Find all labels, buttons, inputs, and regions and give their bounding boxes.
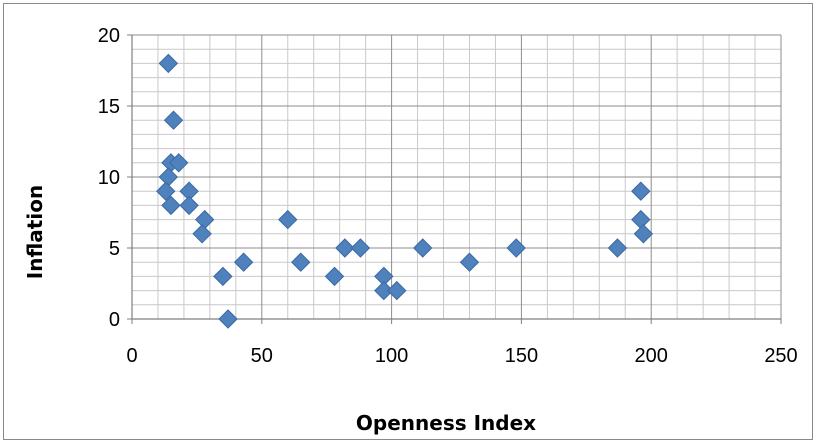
x-tick-labels: 0 50 100 150 200 250 — [126, 345, 797, 367]
x-axis-title: Openness Index — [356, 411, 536, 435]
data-point — [631, 209, 651, 230]
data-point — [607, 238, 628, 258]
data-point — [324, 266, 345, 287]
x-tick-label: 150 — [505, 345, 538, 367]
y-tick-label: 15 — [98, 96, 120, 118]
major-gridlines — [132, 34, 782, 319]
data-point — [291, 252, 311, 272]
data-point — [213, 266, 233, 287]
data-point — [233, 252, 254, 272]
data-point — [387, 280, 407, 301]
y-tick-labels: 0 5 10 15 20 — [98, 25, 120, 331]
x-tick-label: 0 — [126, 345, 137, 367]
data-point — [350, 238, 371, 258]
data-point — [374, 280, 394, 301]
data-point — [278, 209, 298, 230]
y-tick-label: 0 — [109, 309, 120, 331]
data-point — [161, 195, 181, 216]
data-point — [335, 238, 355, 258]
y-tick-label: 5 — [109, 238, 120, 260]
x-tick-label: 50 — [251, 345, 273, 367]
chart-frame — [3, 3, 813, 440]
data-point — [163, 110, 184, 130]
data-point — [179, 195, 199, 216]
data-point — [218, 309, 238, 329]
data-point — [194, 209, 215, 230]
data-point — [631, 181, 651, 201]
x-tick-label: 250 — [764, 345, 797, 367]
axes — [127, 34, 782, 324]
x-tick-label: 100 — [375, 345, 408, 367]
data-point — [158, 53, 179, 74]
y-tick-label: 20 — [98, 25, 120, 47]
data-point — [156, 181, 176, 201]
data-point — [158, 167, 179, 187]
data-point — [459, 252, 480, 272]
data-point — [192, 224, 212, 244]
data-points — [156, 53, 654, 329]
x-tick-label: 200 — [635, 345, 668, 367]
data-point — [633, 224, 654, 244]
data-point — [413, 238, 433, 258]
data-point — [506, 238, 526, 258]
data-point — [169, 153, 189, 173]
y-axis-title: Inflation — [23, 185, 47, 279]
y-tick-label: 10 — [98, 167, 120, 189]
